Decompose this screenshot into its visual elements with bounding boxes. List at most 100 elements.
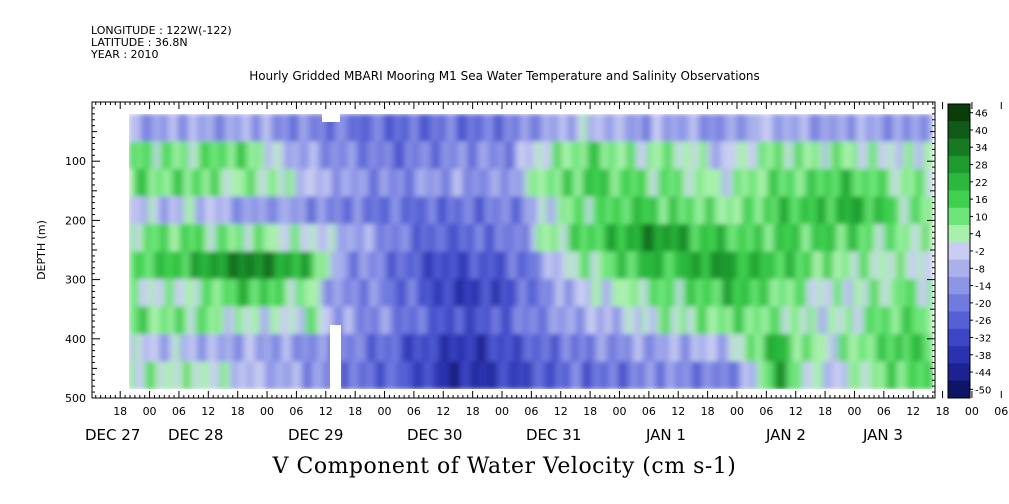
heatmap-cell	[927, 279, 933, 308]
heatmap-cell	[294, 141, 301, 170]
heatmap-cell	[666, 196, 673, 225]
heatmap-cell	[249, 196, 256, 225]
heatmap-cell	[345, 169, 351, 198]
heatmap-cell	[732, 306, 738, 335]
heatmap-cell	[601, 169, 607, 198]
heatmap-cell	[239, 114, 246, 143]
heatmap-cell	[294, 196, 301, 225]
heatmap-cell	[244, 224, 251, 253]
heatmap-cell	[204, 334, 211, 363]
heatmap-cell	[847, 196, 854, 225]
heatmap-cell	[284, 141, 291, 170]
heatmap-cell	[646, 334, 653, 363]
x-tick-label: 18	[936, 405, 950, 418]
heatmap-cell	[495, 224, 502, 253]
heatmap-cell	[410, 141, 417, 170]
heatmap-cell	[149, 169, 155, 198]
heatmap-cell	[767, 114, 773, 143]
heatmap-cell	[294, 114, 301, 143]
heatmap-cell	[621, 196, 628, 225]
colorbar-label: 28	[975, 161, 988, 172]
heatmap-cell	[269, 361, 276, 389]
x-tick-label: 18	[818, 405, 832, 418]
heatmap-cell	[721, 224, 728, 253]
heatmap-cell	[666, 279, 673, 308]
heatmap-cell	[706, 279, 713, 308]
heatmap-cell	[274, 196, 281, 225]
heatmap-cell	[601, 141, 607, 170]
heatmap-cell	[350, 361, 356, 389]
heatmap-cell	[264, 361, 271, 389]
heatmap-cell	[355, 196, 361, 225]
heatmap-cell	[686, 251, 693, 280]
heatmap-cell	[676, 279, 683, 308]
heatmap-cell	[154, 224, 160, 253]
heatmap-cell	[194, 251, 200, 280]
heatmap-cell	[405, 114, 412, 143]
heatmap-cell	[440, 334, 447, 363]
heatmap-cell	[576, 141, 582, 170]
heatmap-cell	[857, 251, 864, 280]
heatmap-cell	[440, 141, 447, 170]
colorbar-swatch	[948, 294, 970, 312]
heatmap-cell	[721, 169, 728, 198]
heatmap-cell	[274, 224, 281, 253]
heatmap-cell	[892, 334, 899, 363]
heatmap-cell	[274, 169, 281, 198]
heatmap-cell	[571, 141, 577, 170]
heatmap-cell	[324, 361, 331, 389]
heatmap-cell	[872, 361, 879, 389]
heatmap-cell	[194, 279, 200, 308]
heatmap-cell	[877, 169, 884, 198]
heatmap-cell	[822, 279, 829, 308]
heatmap-cell	[706, 169, 713, 198]
heatmap-cell	[134, 279, 140, 308]
heatmap-cell	[832, 361, 839, 389]
heatmap-cell	[495, 334, 502, 363]
colorbar-label: 10	[975, 212, 988, 223]
heatmap-cell	[254, 114, 261, 143]
heatmap-cell	[485, 224, 492, 253]
heatmap-cell	[571, 114, 577, 143]
heatmap-cell	[767, 306, 773, 335]
heatmap-cell	[234, 114, 241, 143]
heatmap-cell	[520, 196, 527, 225]
x-day-label: DEC 31	[526, 426, 581, 444]
heatmap-cell	[500, 279, 507, 308]
heatmap-cell	[586, 279, 592, 308]
heatmap-cell	[435, 224, 442, 253]
heatmap-cell	[837, 334, 844, 363]
heatmap-cell	[350, 279, 356, 308]
heatmap-cell	[299, 196, 306, 225]
heatmap-cell	[792, 361, 798, 389]
heatmap-cell	[812, 334, 819, 363]
heatmap-cell	[772, 224, 778, 253]
heatmap-cell	[616, 224, 623, 253]
heatmap-cell	[752, 306, 758, 335]
heatmap-cell	[314, 141, 321, 170]
heatmap-cell	[842, 361, 849, 389]
heatmap-cells	[129, 114, 933, 389]
heatmap-cell	[204, 279, 211, 308]
heatmap-cell	[159, 361, 165, 389]
heatmap-cell	[661, 141, 668, 170]
latitude-label: LATITUDE : 36.8N	[91, 36, 188, 49]
heatmap-cell	[887, 141, 894, 170]
heatmap-cell	[646, 114, 653, 143]
heatmap-cell	[897, 224, 904, 253]
heatmap-cell	[536, 169, 542, 198]
heatmap-cell	[877, 224, 884, 253]
heatmap-cell	[144, 169, 150, 198]
heatmap-cell	[385, 114, 391, 143]
heatmap-cell	[254, 361, 261, 389]
heatmap-cell	[239, 169, 246, 198]
heatmap-cell	[566, 306, 572, 335]
heatmap-cell	[706, 306, 713, 335]
heatmap-cell	[159, 334, 165, 363]
heatmap-cell	[862, 361, 869, 389]
heatmap-cell	[184, 141, 190, 170]
heatmap-cell	[907, 141, 914, 170]
heatmap-cell	[616, 334, 623, 363]
heatmap-cell	[495, 279, 502, 308]
heatmap-cell	[636, 141, 643, 170]
